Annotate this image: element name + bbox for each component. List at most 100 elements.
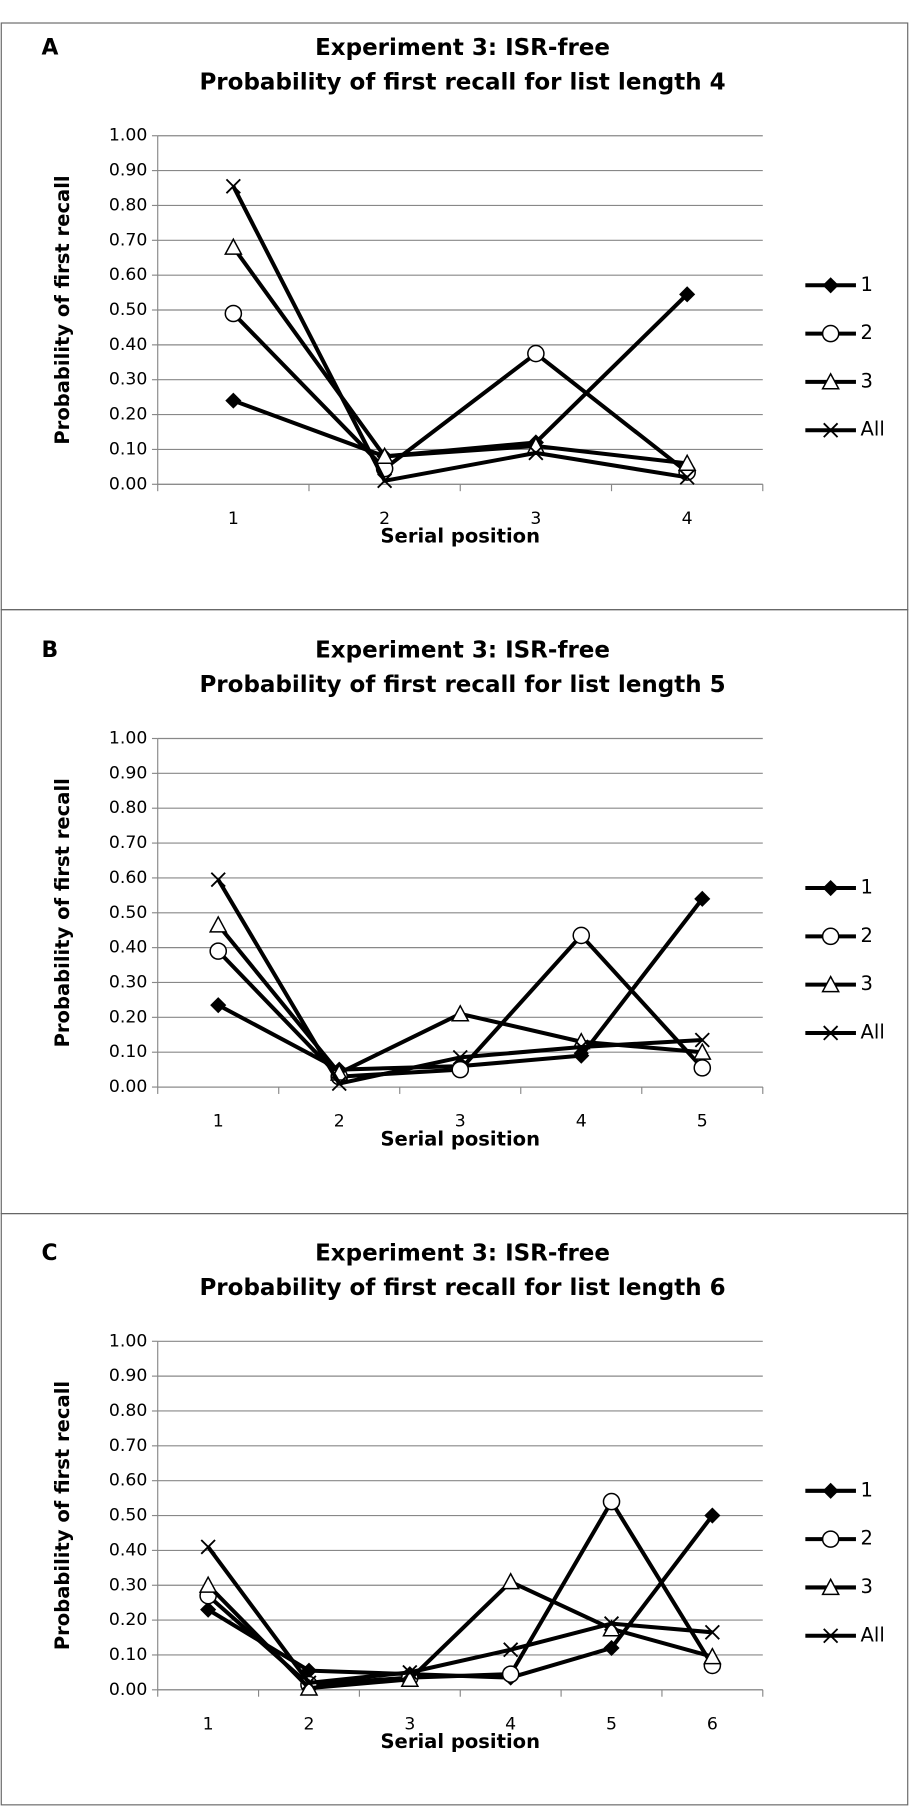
panel-frame [0, 1213, 909, 1806]
y-tick-label: 0.30 [109, 370, 147, 390]
y-tick-label: 1.00 [109, 729, 147, 749]
marker-x [331, 1076, 347, 1092]
marker-x [210, 872, 226, 888]
chart-subtitle: Probability of first recall for list len… [199, 672, 725, 698]
x-tick-label: 3 [455, 1112, 466, 1132]
marker-x [823, 1628, 839, 1644]
y-tick-label: 0.30 [109, 1575, 147, 1595]
panel-label: A [42, 35, 59, 60]
chart-subtitle: Probability of first recall for list len… [199, 69, 725, 95]
marker-diamond [822, 879, 839, 897]
marker-triangle [450, 1004, 470, 1022]
y-tick-label: 1.00 [109, 1331, 147, 1351]
legend-label: 1 [861, 273, 873, 296]
marker-circle [527, 344, 545, 363]
y-tick-label: 0.20 [109, 1007, 147, 1027]
chart-title: Experiment 3: ISR-free [315, 1240, 610, 1266]
y-tick-label: 1.00 [109, 126, 147, 146]
marker-x [402, 1664, 418, 1680]
marker-x [694, 1032, 710, 1048]
y-tick-label: 0.70 [109, 230, 147, 250]
marker-x [679, 469, 695, 485]
x-tick-label: 3 [404, 1714, 415, 1734]
y-axis-label: Probability of first recall [51, 778, 74, 1047]
marker-x [528, 445, 544, 461]
x-tick-label: 4 [682, 509, 693, 529]
series-line [231, 312, 689, 474]
y-tick-label: 0.40 [109, 938, 147, 958]
marker-x [377, 473, 393, 489]
marker-triangle [208, 915, 228, 933]
series-line [206, 1545, 713, 1685]
y-tick-label: 0.60 [109, 265, 147, 285]
x-tick-label: 6 [707, 1714, 718, 1734]
legend-label: 1 [861, 1478, 873, 1501]
legend-label: 3 [861, 1575, 873, 1598]
marker-triangle [501, 1572, 520, 1590]
x-tick-label: 4 [576, 1112, 587, 1132]
marker-triangle [821, 975, 840, 993]
y-axis-label: Probability of first recall [51, 1381, 74, 1650]
y-tick-label: 0.20 [109, 1610, 147, 1630]
legend-label: 2 [861, 1527, 873, 1550]
series-line [206, 1579, 713, 1691]
y-tick-label: 0.10 [109, 1645, 147, 1665]
y-tick-label: 0.00 [109, 474, 147, 494]
legend-label: All [861, 1020, 885, 1043]
chart-subtitle: Probability of first recall for list len… [199, 1275, 725, 1301]
marker-circle [224, 304, 243, 323]
panel-label: C [42, 1241, 58, 1266]
marker-diamond [704, 1507, 721, 1524]
marker-circle [602, 1492, 621, 1511]
marker-triangle [224, 237, 243, 255]
y-tick-label: 0.10 [109, 1042, 147, 1062]
marker-triangle [692, 1042, 712, 1060]
y-tick-label: 0.40 [109, 335, 147, 355]
marker-x [704, 1624, 720, 1640]
y-tick-label: 0.10 [109, 439, 147, 459]
marker-circle [693, 1059, 712, 1077]
y-tick-label: 0.50 [109, 1506, 147, 1526]
y-tick-label: 0.30 [109, 972, 147, 992]
y-tick-label: 0.70 [109, 833, 147, 853]
x-tick-label: 2 [334, 1112, 345, 1132]
marker-triangle [375, 446, 394, 465]
marker-triangle [677, 453, 697, 472]
x-axis-label: Serial position [380, 1127, 540, 1150]
marker-circle [501, 1665, 520, 1683]
x-tick-label: 4 [505, 1714, 516, 1734]
x-tick-label: 3 [530, 509, 541, 529]
series-line [231, 246, 688, 466]
marker-x [823, 1025, 839, 1041]
y-tick-label: 0.70 [109, 1436, 147, 1456]
y-tick-label: 0.80 [109, 195, 147, 215]
legend-label: 3 [861, 972, 873, 995]
y-tick-label: 0.40 [109, 1540, 147, 1560]
x-tick-label: 5 [606, 1714, 617, 1734]
marker-triangle [821, 1577, 840, 1596]
marker-x [603, 1616, 620, 1632]
x-tick-label: 1 [213, 1112, 224, 1132]
chart-title: Experiment 3: ISR-free [315, 35, 610, 61]
y-tick-label: 0.60 [109, 1471, 147, 1491]
y-tick-label: 0.50 [109, 903, 147, 923]
marker-circle [451, 1060, 470, 1079]
marker-circle [821, 1530, 840, 1548]
y-tick-label: 0.00 [109, 1077, 147, 1097]
y-axis-label: Probability of first recall [51, 175, 74, 444]
marker-triangle [400, 1669, 420, 1688]
x-tick-label: 2 [379, 509, 390, 529]
y-tick-label: 0.90 [109, 161, 147, 181]
marker-x [503, 1642, 519, 1658]
marker-diamond [822, 1482, 839, 1499]
marker-x [452, 1049, 468, 1065]
y-tick-label: 0.90 [109, 763, 147, 783]
y-tick-label: 0.50 [109, 300, 147, 320]
x-tick-label: 2 [303, 1714, 314, 1734]
y-tick-label: 0.90 [109, 1366, 147, 1386]
legend-label: All [861, 1623, 885, 1646]
series-line [231, 185, 688, 483]
legend-label: 3 [861, 369, 873, 392]
y-tick-label: 0.00 [109, 1680, 147, 1700]
